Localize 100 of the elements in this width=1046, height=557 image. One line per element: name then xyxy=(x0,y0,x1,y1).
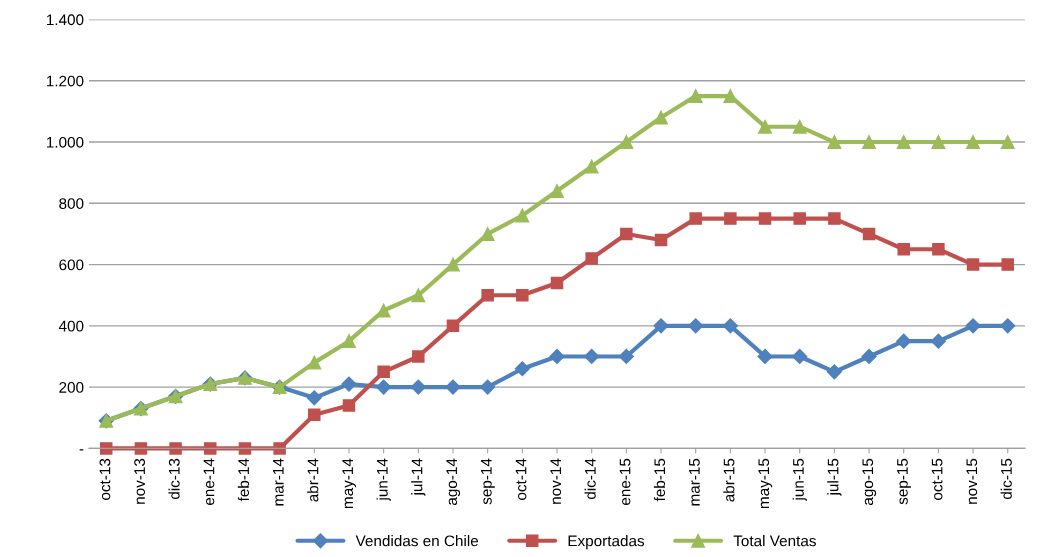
point xyxy=(342,399,356,412)
y-tick-label: 1.200 xyxy=(46,75,84,87)
point xyxy=(480,379,496,395)
point xyxy=(828,212,841,225)
legend-label: Vendidas en Chile xyxy=(355,535,479,547)
point xyxy=(204,442,217,455)
point xyxy=(724,212,737,225)
x-tick-label: mar-14 xyxy=(273,458,284,506)
x-tick-label: jul-14 xyxy=(411,458,426,496)
x-tick-label: feb-14 xyxy=(237,458,250,502)
point xyxy=(862,135,876,149)
x-tick-label: jun-15 xyxy=(792,458,807,501)
point xyxy=(585,252,598,265)
point xyxy=(1000,135,1015,149)
y-tick-label: 800 xyxy=(59,198,84,209)
point xyxy=(446,319,460,333)
point xyxy=(931,135,946,149)
point xyxy=(827,135,842,149)
x-tick-label: nov-15 xyxy=(966,458,978,504)
point xyxy=(376,303,391,318)
x-tick-label: ene-14 xyxy=(203,458,215,506)
x-tick-label: oct-13 xyxy=(99,458,111,500)
point xyxy=(342,334,356,349)
point xyxy=(376,379,392,395)
y-tick-label: 600 xyxy=(59,259,84,271)
point xyxy=(238,442,252,455)
point xyxy=(654,233,668,247)
point xyxy=(758,119,772,134)
x-tick-label: nov-14 xyxy=(550,458,562,504)
legend-label: Total Ventas xyxy=(733,535,816,547)
point xyxy=(792,348,808,365)
x-tick-label: dic-13 xyxy=(168,458,180,500)
x-tick-label: ene-15 xyxy=(619,458,631,506)
point xyxy=(99,442,113,455)
point xyxy=(618,348,634,365)
point xyxy=(654,110,668,125)
point xyxy=(515,208,530,223)
point xyxy=(792,119,807,134)
x-tick-label: dic-15 xyxy=(1000,458,1012,500)
x-tick-label: feb-15 xyxy=(653,458,666,502)
point xyxy=(550,276,564,290)
point xyxy=(549,348,565,365)
point xyxy=(308,408,321,421)
point xyxy=(377,365,390,379)
point xyxy=(134,442,148,455)
y-tick-label: 1.400 xyxy=(46,14,84,26)
point xyxy=(480,226,495,241)
point xyxy=(758,212,772,225)
x-tick-label: oct-15 xyxy=(931,458,943,500)
point xyxy=(826,364,842,380)
x-tick-label: oct-14 xyxy=(515,458,527,500)
point xyxy=(689,212,702,225)
point xyxy=(410,379,426,395)
point xyxy=(688,89,703,104)
point xyxy=(412,350,425,363)
point xyxy=(273,442,286,455)
point xyxy=(445,379,461,395)
point xyxy=(861,348,877,365)
point xyxy=(514,361,530,377)
point xyxy=(516,288,529,302)
point xyxy=(584,159,599,174)
x-tick-label: nov-13 xyxy=(134,458,146,504)
x-tick-label: dic-14 xyxy=(584,458,596,500)
x-tick-label: abr-14 xyxy=(307,458,319,502)
point xyxy=(930,333,946,349)
x-tick-label: may-14 xyxy=(342,458,357,509)
point xyxy=(306,390,322,406)
x-tick-label: may-15 xyxy=(758,458,773,509)
y-tick-label: 400 xyxy=(58,320,84,332)
point xyxy=(896,135,911,149)
y-tick-label: - xyxy=(79,449,84,451)
x-tick-label: ago-15 xyxy=(862,458,877,506)
point xyxy=(757,348,773,365)
x-tick-label: abr-15 xyxy=(723,458,735,502)
point xyxy=(411,288,426,303)
point xyxy=(619,135,634,149)
point xyxy=(722,318,738,334)
point xyxy=(793,212,806,225)
point xyxy=(966,258,980,271)
y-tick-label: 1.000 xyxy=(46,136,84,148)
x-tick-label: jun-14 xyxy=(376,458,391,501)
point xyxy=(966,135,981,149)
x-tick-label: jul-15 xyxy=(827,458,842,496)
point xyxy=(653,318,669,334)
point xyxy=(965,318,981,334)
point xyxy=(550,184,564,198)
point xyxy=(932,243,945,256)
point xyxy=(584,348,600,365)
x-tick-label: ago-14 xyxy=(446,458,461,506)
y-tick-label: 200 xyxy=(59,381,84,393)
point xyxy=(688,318,704,334)
point xyxy=(1001,258,1014,271)
point xyxy=(723,89,738,104)
point xyxy=(307,355,322,370)
x-tick-label: sep-15 xyxy=(897,458,911,505)
point xyxy=(341,376,357,392)
legend-label: Exportadas xyxy=(568,535,645,550)
x-tick-label: mar-15 xyxy=(689,458,700,506)
point xyxy=(620,227,633,241)
point xyxy=(481,288,494,302)
